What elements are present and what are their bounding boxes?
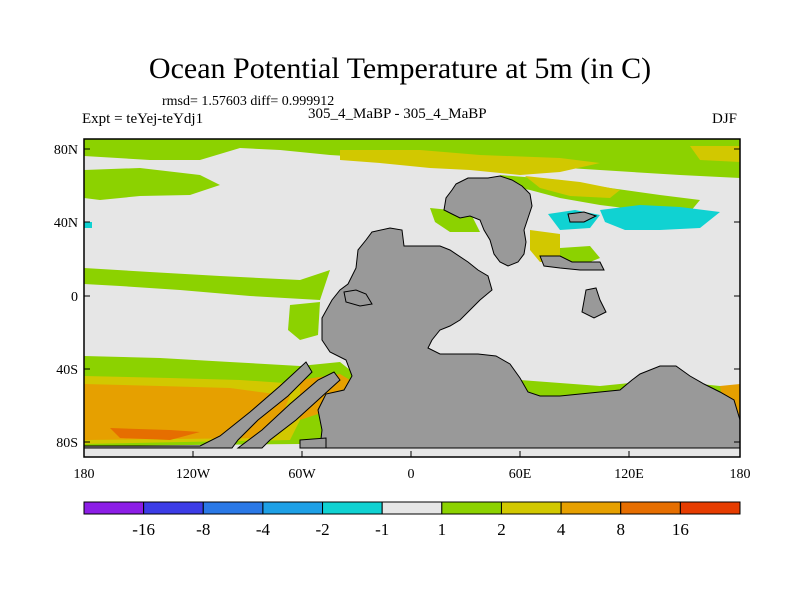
cold-anomaly-edge [84, 222, 92, 228]
colorbar-swatch [83, 501, 145, 515]
colorbar-label: 4 [556, 520, 566, 539]
north-pacific-warm [84, 168, 220, 200]
southern-ridge-west [84, 361, 313, 449]
rmsd-diff-stats: rmsd= 1.57603 diff= 0.999912 [162, 94, 335, 109]
arctic-yellow-patch-east [690, 146, 740, 162]
colorbar-swatch [441, 501, 502, 515]
lon-label-120e: 120E [614, 467, 644, 482]
colorbar-label: -16 [132, 520, 155, 539]
lat-label-0: 0 [71, 290, 78, 305]
lat-label-40n: 40N [54, 216, 78, 231]
midlat-green-band [84, 268, 330, 300]
colorbar-label: 8 [616, 520, 625, 539]
island-tropical [581, 287, 607, 319]
colorbar-swatch [322, 501, 383, 515]
colorbar-swatch [202, 501, 264, 515]
lon-label-180w: 180 [74, 467, 95, 482]
lat-tick-marks [84, 148, 740, 443]
colorbar-swatch [679, 501, 741, 515]
landmass-north [443, 175, 533, 267]
lon-label-180e: 180 [730, 467, 751, 482]
colorbar-swatch [620, 501, 681, 515]
season-label: DJF [712, 111, 738, 127]
colorbar-label: 16 [671, 520, 689, 539]
lat-label-80n: 80N [54, 143, 78, 158]
colorbar-label: 2 [497, 520, 506, 539]
southern-ridge-east [299, 437, 327, 449]
coastal-yellow [530, 230, 560, 262]
southern-deep-orange [110, 428, 200, 440]
chart-title: Ocean Potential Temperature at 5m (in C) [148, 52, 652, 85]
run-comparison-label: 305_4_MaBP - 305_4_MaBP [308, 106, 487, 122]
lon-label-120w: 120W [176, 467, 211, 482]
colorbar-label: -1 [375, 520, 390, 539]
landmass-main [317, 227, 740, 449]
lon-tick-marks [192, 451, 630, 457]
arctic-yellow-patch [340, 150, 600, 175]
coastal-green-west [288, 302, 320, 340]
lon-label-0: 0 [408, 467, 415, 482]
colorbar-label: -2 [315, 520, 330, 539]
colorbar-label: 1 [437, 520, 447, 539]
island-mid [343, 289, 373, 307]
colorbar-swatch [560, 501, 622, 515]
colorbar-label: -4 [255, 520, 270, 539]
colorbar [83, 501, 741, 515]
colorbar-label: -8 [196, 520, 211, 539]
lat-label-80s: 80S [56, 436, 78, 451]
lat-label-40s: 40S [56, 363, 78, 378]
landmass-peninsula [539, 255, 605, 271]
experiment-label: Expt = teYej-teYdj1 [82, 111, 204, 127]
colorbar-swatch [500, 501, 562, 515]
map-field [84, 139, 740, 457]
colorbar-swatch [143, 501, 204, 515]
colorbar-swatch [381, 501, 443, 515]
lon-label-60w: 60W [288, 467, 316, 482]
plot-frame [83, 138, 741, 458]
colorbar-swatch [262, 501, 324, 515]
island-north-east [567, 211, 598, 223]
cold-anomaly-patch [600, 205, 720, 230]
north-ocean-yellow [525, 176, 620, 198]
lon-label-60e: 60E [509, 467, 532, 482]
southern-ridge-mid [236, 371, 341, 449]
